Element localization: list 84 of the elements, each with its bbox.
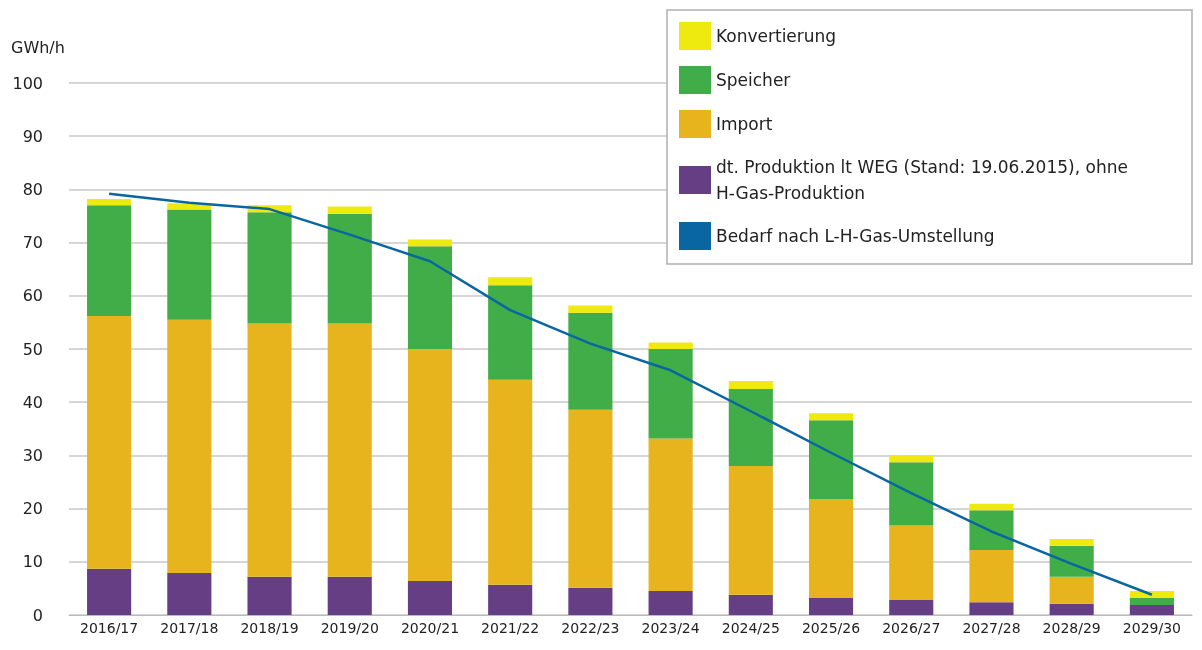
bar	[167, 572, 212, 615]
y-tick-label: 90	[22, 126, 43, 146]
bar	[568, 587, 613, 615]
bar	[568, 305, 613, 313]
y-tick-label: 100	[12, 73, 43, 93]
bar	[1049, 545, 1094, 577]
bar	[488, 379, 533, 585]
x-tick-label: 2022/23	[561, 620, 620, 636]
bar	[247, 212, 292, 324]
y-tick-label: 40	[22, 392, 43, 412]
bar	[889, 455, 934, 463]
x-tick-label: 2021/22	[481, 620, 540, 636]
legend-label: Import	[716, 114, 773, 134]
bar	[407, 246, 453, 349]
bar	[87, 568, 132, 615]
bar	[167, 319, 212, 573]
y-tick-label: 50	[22, 339, 43, 359]
bar	[407, 580, 453, 615]
bar	[889, 525, 934, 601]
bar	[808, 499, 854, 598]
x-tick-label: 2020/21	[400, 620, 460, 636]
x-tick-label: 2029/30	[1122, 620, 1181, 636]
x-tick-label: 2026/27	[882, 620, 941, 636]
bar	[648, 342, 693, 349]
x-tick-label: 2027/28	[962, 620, 1021, 636]
bar	[969, 503, 1014, 511]
bar	[728, 388, 773, 467]
bar	[1129, 597, 1174, 605]
bar	[969, 510, 1014, 551]
legend-label: Speicher	[716, 70, 791, 90]
x-tick-label: 2023/24	[641, 620, 700, 636]
x-tick-label: 2028/29	[1042, 620, 1101, 636]
bar	[407, 349, 453, 581]
legend-label: dt. Produktion lt WEG (Stand: 19.06.2015), ohne H-Gas-Produktion	[716, 157, 1134, 203]
bar	[327, 213, 372, 324]
x-tick-label: 2016/17	[80, 620, 139, 636]
bar	[1049, 538, 1094, 546]
y-axis-title: GWh/h	[11, 37, 65, 57]
bar	[969, 550, 1014, 603]
y-tick-label: 0	[32, 605, 43, 625]
bar	[327, 323, 372, 577]
bar	[808, 597, 854, 615]
bar	[568, 312, 613, 410]
x-tick-label: 2017/18	[160, 620, 219, 636]
bar	[648, 591, 693, 615]
bar	[87, 205, 132, 317]
x-tick-label: 2019/20	[320, 620, 379, 636]
bar	[568, 409, 613, 588]
y-tick-label: 10	[22, 552, 43, 572]
bar	[1129, 604, 1174, 615]
y-tick-label: 20	[22, 499, 43, 519]
bar	[728, 466, 773, 595]
x-tick-label: 2024/25	[721, 620, 780, 636]
bar	[488, 285, 533, 380]
bar	[87, 198, 132, 206]
bar	[728, 380, 773, 389]
bar	[648, 349, 693, 439]
bar	[87, 316, 132, 569]
bar	[808, 420, 854, 500]
bar	[1049, 576, 1094, 604]
bar	[1049, 603, 1094, 615]
bar	[167, 209, 212, 320]
bar	[247, 323, 292, 577]
x-tick-label: 2018/19	[240, 620, 299, 636]
bar	[247, 576, 292, 615]
bar	[327, 206, 372, 214]
legend-label: Konvertierung	[716, 26, 837, 46]
bar	[648, 438, 693, 592]
bar	[969, 602, 1014, 615]
y-tick-label: 80	[22, 179, 43, 199]
y-tick-label: 30	[22, 445, 43, 465]
bar	[488, 277, 533, 286]
x-tick-label: 2025/26	[801, 620, 861, 636]
bar	[808, 413, 854, 421]
y-tick-label: 70	[22, 233, 43, 253]
bar	[728, 594, 773, 615]
y-tick-label: 60	[22, 286, 43, 306]
bar	[889, 600, 934, 615]
bar	[889, 462, 934, 526]
bar	[1129, 591, 1174, 598]
bar	[488, 584, 533, 615]
bar	[327, 576, 372, 615]
bar	[407, 239, 453, 247]
legend-label: Bedarf nach L-H-Gas-Umstellung	[716, 226, 995, 246]
